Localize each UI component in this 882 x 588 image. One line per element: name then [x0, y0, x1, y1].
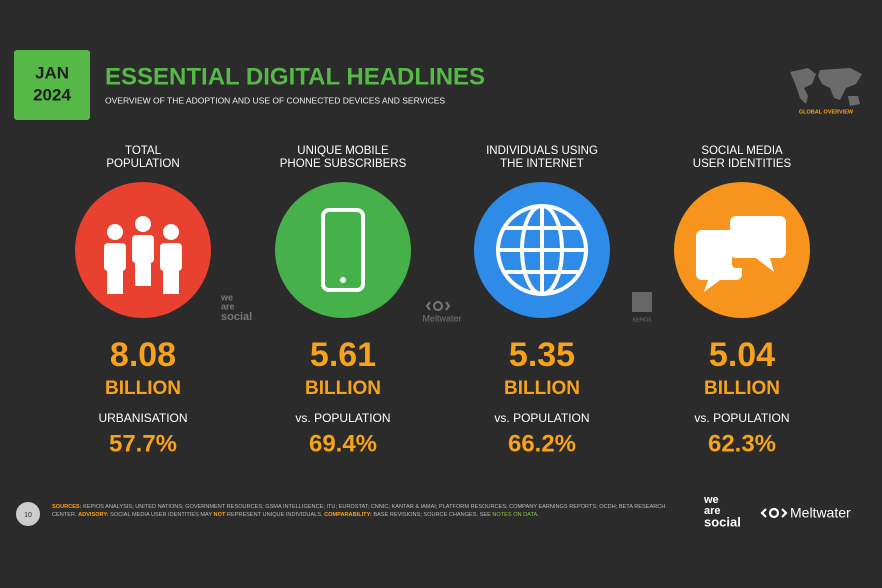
source-text: BASE REVISIONS; SOURCE CHANGES. SEE: [371, 512, 493, 518]
icon-part: [135, 260, 151, 286]
watermark: we: [220, 292, 233, 302]
watermark: social: [221, 311, 252, 323]
source-text: NOT: [213, 512, 226, 518]
icon: [474, 182, 610, 318]
card-sub-label: vs. POPULATION: [295, 411, 390, 425]
source-text: .: [537, 512, 539, 518]
card-sub-value: 66.2%: [508, 430, 576, 457]
subtitle: OVERVIEW OF THE ADOPTION AND USE OF CONN…: [105, 95, 445, 105]
icon: [674, 182, 810, 318]
card-value: 5.04: [709, 336, 775, 374]
source-text: REPRESENT UNIQUE INDIVIDUALS.: [225, 512, 325, 518]
icon-part: [163, 224, 179, 240]
card-label: THE INTERNET: [500, 158, 584, 170]
logo: Meltwater: [790, 505, 851, 521]
card-unit: BILLION: [305, 378, 381, 399]
icon-part: [104, 243, 126, 271]
card-label: UNIQUE MOBILE: [297, 145, 389, 157]
source-text: KEPIOS ANALYSIS; UNITED NATIONS; GOVERNM…: [52, 504, 666, 518]
icon-circle: [275, 182, 411, 318]
watermark: are: [221, 301, 235, 311]
card-unit: BILLION: [704, 378, 780, 399]
source-text: SOCIAL MEDIA USER IDENTITIES MAY: [108, 512, 214, 518]
meltwater-logo-icon: [760, 507, 788, 519]
icon-part: [135, 216, 151, 232]
month: JAN: [35, 63, 69, 82]
card-value: 5.61: [310, 336, 376, 374]
sources: SOURCES: KEPIOS ANALYSIS; UNITED NATIONS…: [52, 503, 682, 519]
kepios-icon: [632, 292, 652, 312]
icon-part: [163, 268, 179, 294]
card-sub-value: 57.7%: [109, 430, 177, 457]
logo: are: [704, 505, 721, 517]
icon-part: [107, 268, 123, 294]
source-text: ADVISORY:: [78, 512, 109, 518]
icon: [275, 182, 411, 318]
card-sub-value: 62.3%: [708, 430, 776, 457]
card-value: 5.35: [509, 336, 575, 374]
badge: GLOBAL OVERVIEW: [799, 109, 854, 115]
icon-part: [107, 224, 123, 240]
card-value: 8.08: [110, 336, 176, 374]
source-text: COMPARABILITY:: [324, 512, 372, 518]
date-badge: [14, 50, 90, 120]
watermark: KEPIOS: [633, 317, 652, 323]
icon: [75, 182, 211, 318]
icon-part: [730, 216, 786, 272]
icon-part: [696, 230, 742, 292]
title: ESSENTIAL DIGITAL HEADLINES: [105, 63, 485, 90]
page-circle: [16, 502, 40, 526]
card-label: INDIVIDUALS USING: [486, 145, 598, 157]
logo: social: [704, 514, 741, 529]
source-text: NOTES ON DATA: [492, 512, 538, 518]
world-map: [790, 68, 862, 106]
card-unit: BILLION: [105, 378, 181, 399]
card-sub-value: 69.4%: [309, 430, 377, 457]
card-unit: BILLION: [504, 378, 580, 399]
icon-part: [340, 277, 346, 283]
source-text: SOURCES:: [52, 504, 82, 510]
year: 2024: [33, 85, 71, 104]
card-label: SOCIAL MEDIA: [701, 145, 783, 157]
card-label: TOTAL: [125, 145, 162, 157]
card-label: USER IDENTITIES: [693, 158, 792, 170]
card-sub-label: vs. POPULATION: [494, 411, 589, 425]
meltwater-icon: [425, 301, 451, 311]
icon-part: [132, 235, 154, 263]
logo: we: [703, 494, 719, 506]
icon-part: [160, 243, 182, 271]
card-sub-label: URBANISATION: [98, 411, 187, 425]
card-sub-label: vs. POPULATION: [694, 411, 789, 425]
icon-part: [321, 208, 365, 292]
page-number: 10: [24, 512, 32, 519]
watermark: Meltwater: [422, 313, 461, 323]
card-label: PHONE SUBSCRIBERS: [280, 158, 407, 170]
card-label: POPULATION: [106, 158, 179, 170]
